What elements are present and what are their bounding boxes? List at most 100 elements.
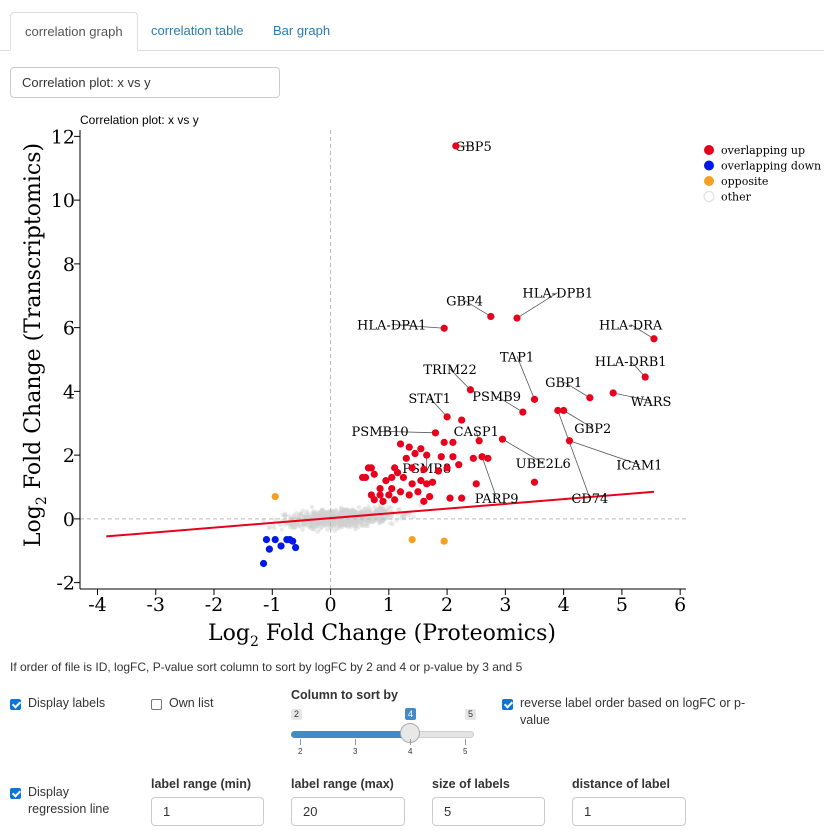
other-point — [323, 523, 328, 528]
other-point — [341, 520, 346, 525]
legend-marker — [704, 145, 714, 155]
other-point — [352, 508, 357, 513]
other-point — [338, 524, 343, 529]
overlapping-up-point — [370, 496, 378, 504]
other-point — [293, 521, 299, 526]
other-point — [319, 520, 324, 526]
other-point — [343, 517, 349, 522]
other-point — [318, 518, 324, 524]
display-labels-checkbox[interactable] — [10, 699, 21, 710]
other-point — [335, 511, 341, 517]
own-list-checkbox[interactable] — [151, 699, 162, 710]
other-point — [376, 514, 382, 519]
other-point — [308, 519, 313, 525]
other-point — [347, 519, 353, 524]
other-point — [339, 509, 344, 514]
other-point — [402, 516, 407, 521]
other-point — [319, 509, 325, 514]
plot-title-input[interactable]: Correlation plot: x vs y — [10, 67, 280, 98]
overlapping-up-point — [370, 470, 378, 478]
overlapping-up-point — [391, 496, 399, 504]
regression-layer — [106, 490, 655, 538]
other-point — [320, 508, 325, 514]
other-point — [378, 505, 383, 511]
overlapping-up-point — [423, 451, 431, 459]
other-point — [330, 512, 336, 517]
other-point — [356, 524, 361, 530]
other-point — [402, 513, 407, 518]
other-point — [345, 518, 350, 523]
x-tick-label: 4 — [558, 594, 570, 616]
other-point — [360, 518, 366, 524]
other-point — [338, 510, 343, 516]
other-point — [322, 519, 327, 525]
other-point — [373, 507, 379, 512]
slider-tickmark — [300, 739, 301, 745]
point-label: HLA-DPA1 — [357, 318, 426, 333]
other-point — [383, 509, 388, 514]
other-point — [341, 521, 346, 527]
other-point — [323, 518, 329, 524]
other-point — [367, 507, 373, 512]
other-point — [320, 511, 326, 516]
display-regression-checkbox[interactable] — [10, 788, 21, 799]
other-point — [350, 516, 355, 522]
other-point — [317, 511, 322, 516]
other-point — [333, 508, 339, 514]
other-point — [325, 511, 331, 517]
tab-bar-graph[interactable]: Bar graph — [273, 23, 331, 38]
reverse-order-checkbox[interactable] — [502, 699, 513, 710]
other-point — [358, 509, 364, 514]
other-point — [338, 509, 344, 515]
other-point — [308, 523, 314, 528]
other-point — [336, 518, 341, 523]
overlapping-up-point — [478, 453, 486, 461]
other-point — [294, 522, 299, 528]
other-point — [320, 512, 326, 518]
other-point — [337, 521, 343, 526]
other-point — [322, 522, 327, 528]
other-point — [320, 511, 325, 516]
slider-tickmark — [410, 739, 411, 745]
label-range-min-input[interactable]: 1 — [151, 797, 264, 826]
y-tick-label: 8 — [63, 254, 75, 276]
other-point — [312, 511, 317, 516]
other-point — [318, 521, 323, 527]
overlapping-down-point — [259, 559, 268, 568]
other-point — [292, 525, 298, 530]
other-point — [336, 511, 341, 516]
other-point — [340, 509, 345, 514]
other-point — [323, 523, 328, 528]
label-range-max-input[interactable]: 20 — [291, 797, 405, 826]
other-point — [319, 519, 325, 524]
other-point — [352, 520, 358, 525]
other-point — [323, 512, 328, 517]
other-point — [319, 519, 325, 524]
overlapping-down-point — [265, 545, 273, 553]
other-point — [312, 513, 317, 519]
other-point — [346, 519, 352, 524]
label-leader-line — [569, 440, 640, 466]
other-point — [320, 521, 325, 526]
other-point — [377, 516, 382, 521]
other-point — [348, 518, 354, 523]
other-point — [345, 507, 351, 512]
other-point — [283, 513, 288, 518]
tab-correlation-table[interactable]: correlation table — [151, 23, 244, 38]
size-of-labels-input[interactable]: 5 — [432, 797, 545, 826]
other-point — [261, 518, 266, 523]
point-label: PSMB10 — [352, 425, 409, 440]
other-point — [353, 521, 359, 526]
other-point — [332, 513, 337, 518]
distance-of-label-input[interactable]: 1 — [572, 797, 686, 826]
other-point — [311, 524, 316, 529]
point-label: ICAM1 — [616, 459, 662, 474]
tab-correlation-graph[interactable]: correlation graph — [10, 12, 138, 51]
other-point — [320, 524, 325, 529]
other-point — [305, 511, 311, 517]
other-point — [312, 514, 318, 519]
other-point — [298, 511, 303, 516]
other-point — [300, 527, 305, 532]
overlapping-up-point — [405, 491, 413, 499]
